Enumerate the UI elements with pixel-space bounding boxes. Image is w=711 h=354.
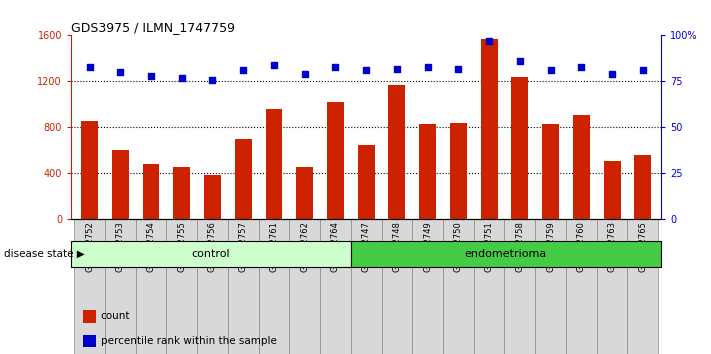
Text: GDS3975 / ILMN_1747759: GDS3975 / ILMN_1747759: [71, 21, 235, 34]
Bar: [235, 139, 252, 219]
Point: [330, 64, 341, 69]
FancyBboxPatch shape: [105, 219, 136, 354]
FancyBboxPatch shape: [535, 219, 566, 354]
Point: [145, 73, 156, 79]
Bar: [327, 102, 344, 219]
Bar: [112, 150, 129, 219]
Bar: [83, 310, 96, 322]
Point: [268, 62, 279, 68]
FancyBboxPatch shape: [74, 219, 105, 354]
Point: [237, 68, 249, 73]
FancyBboxPatch shape: [228, 219, 259, 354]
Bar: [481, 39, 498, 219]
Bar: [511, 77, 528, 219]
FancyBboxPatch shape: [382, 219, 412, 354]
Bar: [81, 120, 98, 219]
Point: [299, 71, 311, 77]
Bar: [204, 175, 221, 219]
FancyBboxPatch shape: [136, 219, 166, 354]
Text: percentile rank within the sample: percentile rank within the sample: [101, 336, 277, 347]
Point: [176, 75, 188, 81]
Point: [114, 69, 126, 75]
Point: [453, 66, 464, 72]
Text: disease state ▶: disease state ▶: [4, 249, 85, 259]
FancyBboxPatch shape: [566, 219, 597, 354]
Text: endometrioma: endometrioma: [465, 249, 547, 259]
Text: control: control: [191, 249, 230, 259]
FancyBboxPatch shape: [505, 219, 535, 354]
Point: [606, 71, 618, 77]
Bar: [265, 109, 282, 219]
FancyBboxPatch shape: [474, 219, 505, 354]
Point: [514, 58, 525, 64]
Bar: [604, 161, 621, 219]
Bar: [173, 166, 191, 219]
Point: [422, 64, 433, 69]
FancyBboxPatch shape: [289, 219, 320, 354]
Bar: [542, 124, 559, 219]
Point: [207, 77, 218, 82]
Point: [545, 68, 556, 73]
Point: [576, 64, 587, 69]
Bar: [388, 85, 405, 219]
Point: [84, 64, 95, 69]
Bar: [358, 145, 375, 219]
Point: [483, 38, 495, 44]
FancyBboxPatch shape: [412, 219, 443, 354]
FancyBboxPatch shape: [443, 219, 474, 354]
Point: [391, 66, 402, 72]
FancyBboxPatch shape: [259, 219, 289, 354]
Bar: [83, 335, 96, 348]
Bar: [573, 115, 589, 219]
Bar: [450, 123, 467, 219]
Bar: [296, 166, 313, 219]
FancyBboxPatch shape: [597, 219, 627, 354]
FancyBboxPatch shape: [351, 241, 661, 267]
Text: count: count: [101, 311, 130, 321]
FancyBboxPatch shape: [627, 219, 658, 354]
Bar: [419, 124, 436, 219]
FancyBboxPatch shape: [197, 219, 228, 354]
FancyBboxPatch shape: [320, 219, 351, 354]
Bar: [143, 164, 159, 219]
Bar: [634, 155, 651, 219]
FancyBboxPatch shape: [351, 219, 382, 354]
Point: [637, 68, 648, 73]
FancyBboxPatch shape: [166, 219, 197, 354]
FancyBboxPatch shape: [71, 241, 351, 267]
Point: [360, 68, 372, 73]
